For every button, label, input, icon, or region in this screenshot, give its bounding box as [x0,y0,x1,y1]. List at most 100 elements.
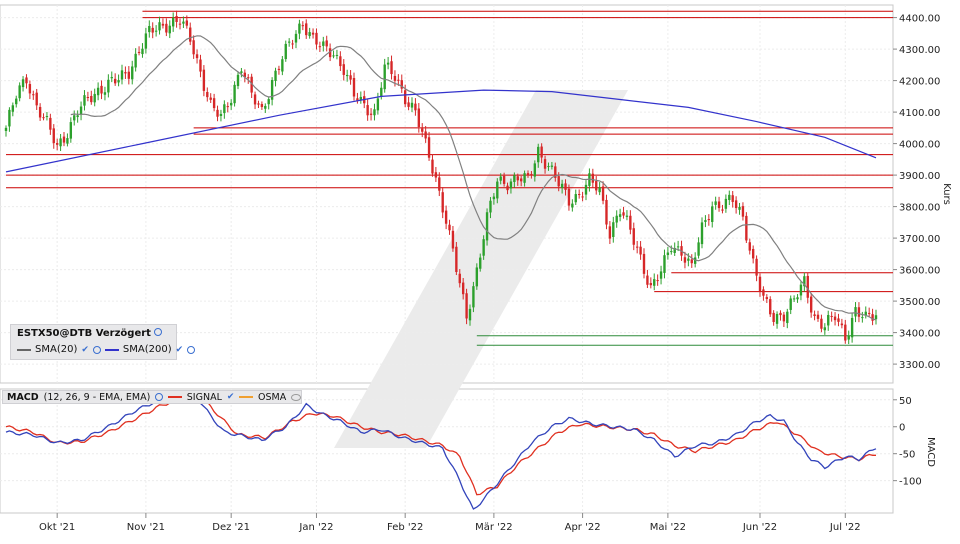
candle-body-up [15,98,18,105]
candle-body-down [540,146,543,158]
candle-body-down [25,77,28,84]
candle-body-up [298,23,301,34]
candle-body-up [704,220,707,222]
globe-icon[interactable] [92,345,101,354]
checkmark-icon[interactable]: ✔ [175,344,184,355]
candle-body-up [513,175,516,182]
candle-body-down [431,159,434,174]
candle-body-up [281,59,284,72]
sma200-swatch [104,348,119,351]
candle-body-up [148,26,151,33]
candle-body-up [11,105,15,112]
candle-body-up [380,87,383,97]
candle-body-down [49,117,52,130]
candle-body-up [8,109,11,127]
candle-body-up [223,104,226,114]
globe-icon[interactable] [155,393,164,401]
candle-body-down [567,188,571,206]
candle-body-up [171,17,175,27]
macd-lines [5,393,877,510]
time-tick-label: Jun '22 [742,522,777,533]
sma20-line [70,35,877,321]
candle-body-up [59,138,62,147]
candle-body-up [229,102,233,106]
checkmark-icon[interactable]: ✔ [226,392,235,402]
candle-body-down [178,23,182,25]
candle-body-down [400,80,403,89]
time-tick-label: Dez '21 [212,522,250,533]
candle-body-down [448,224,451,231]
candle-body-down [390,61,393,75]
candle-body-down [591,173,595,183]
candle-body-down [745,215,748,241]
price-tick-label: 4300.00 [899,45,940,56]
candle-body-down [339,56,342,67]
candle-body-up [386,62,390,65]
macd-tick-label: -50 [899,450,915,461]
candle-body-up [786,311,789,324]
candle-body-up [66,138,69,144]
candle-body-down [731,195,734,202]
candle-body-down [212,98,216,109]
eye-icon[interactable] [291,393,302,401]
time-tick-label: Apr '22 [565,522,601,533]
candle-body-down [137,51,141,53]
time-tick-label: Jan '22 [298,522,333,533]
candle-body-up [154,30,158,32]
candle-body-up [96,87,100,96]
candle-body-up [21,79,25,88]
candle-body-down [195,54,199,59]
candle-body-down [748,242,751,251]
candle-body-down [779,312,782,316]
candle-body-up [236,74,240,87]
candle-body-down [417,108,421,127]
candle-body-down [461,282,465,295]
candle-body-down [38,106,42,118]
candle-body-down [421,128,424,132]
candle-body-up [76,115,79,118]
candle-body-up [854,307,857,317]
candle-body-up [308,32,311,37]
candle-body-up [775,313,779,324]
candle-body-down [407,102,410,107]
candle-body-down [816,314,820,319]
candle-body-up [482,239,485,256]
checkmark-icon[interactable]: ✔ [81,344,89,355]
candle-body-down [127,71,131,79]
candle-body-down [734,200,738,209]
candle-body-down [403,90,407,105]
candle-body-up [168,25,171,34]
candle-body-down [455,246,458,272]
globe-icon[interactable] [154,328,163,336]
candle-body-down [113,78,117,84]
candle-body-down [844,324,847,341]
candle-body-up [850,317,854,338]
candle-body-down [325,40,328,47]
candle-body-up [485,212,489,241]
candle-body-down [260,104,264,108]
time-x-axis: Okt '21 Nov '21 Dez '21 Jan '22 Feb '22 Mär '… [39,513,861,533]
candle-body-down [393,75,397,81]
candle-body-up [738,206,741,210]
candle-body-up [134,53,137,68]
globe-icon[interactable] [187,345,196,354]
candle-body-down [301,25,305,27]
candle-body-up [864,311,867,316]
candle-body-up [489,200,492,213]
candle-body-down [557,176,560,187]
candle-body-down [762,289,765,296]
macd-legend: MACD (12, 26, 9 - EMA, EMA) SIGNAL ✔ OSM… [2,390,302,404]
candle-body-down [427,137,431,158]
candle-body-up [496,181,499,199]
candle-body-down [253,94,257,105]
time-tick-label: Mär '22 [475,522,513,533]
candle-body-down [506,185,509,191]
macd-tick-label: 50 [899,396,912,407]
candle-body-down [62,136,66,143]
candle-body-down [530,173,533,175]
macd-title: MACD [7,391,39,403]
candle-body-up [509,181,513,189]
macd-params: (12, 26, 9 - EMA, EMA) [43,391,151,403]
legend-symbol-row: ESTX50@DTB Verzögert [17,328,163,339]
candle-body-up [4,127,8,131]
